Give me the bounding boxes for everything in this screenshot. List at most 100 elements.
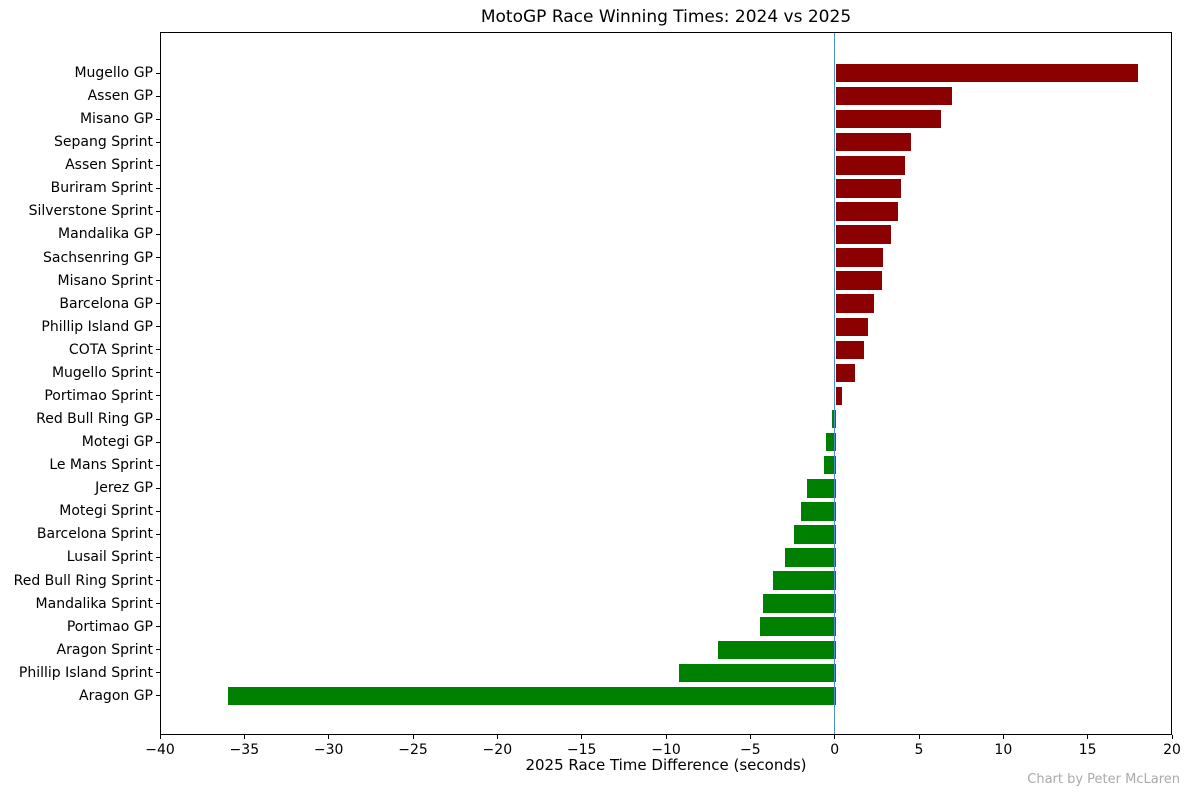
y-tick-mark (156, 418, 160, 420)
bar-sachsenring-gp (835, 248, 883, 267)
x-tick-label: 0 (830, 742, 840, 758)
x-tick-label: 15 (1078, 742, 1097, 758)
bar-barcelona-gp (835, 294, 875, 313)
y-tick-label: Phillip Island Sprint (18, 664, 153, 681)
x-tick-label: 5 (914, 742, 924, 758)
y-tick-mark (156, 580, 160, 582)
y-tick-mark (156, 372, 160, 374)
y-tick-label: Mandalika GP (58, 226, 153, 243)
x-tick-mark (665, 735, 667, 739)
y-tick-label: Sachsenring GP (43, 249, 153, 266)
x-tick-label: −35 (229, 742, 260, 758)
y-tick-label: COTA Sprint (68, 341, 153, 358)
y-tick-label: Misano Sprint (57, 272, 153, 289)
bar-buriram-sprint (835, 179, 901, 198)
x-tick-mark (834, 735, 836, 739)
y-tick-mark (156, 510, 160, 512)
y-tick-label: Buriram Sprint (50, 180, 153, 197)
y-tick-label: Sepang Sprint (54, 134, 153, 151)
y-tick-mark (156, 233, 160, 235)
y-tick-mark (156, 118, 160, 120)
y-tick-mark (156, 187, 160, 189)
y-tick-mark (156, 464, 160, 466)
bar-mugello-gp (835, 63, 1138, 83)
y-tick-label: Silverstone Sprint (28, 203, 153, 220)
x-tick-mark (328, 735, 330, 739)
bar-phillip-island-sprint (678, 663, 836, 683)
bar-red-bull-ring-sprint (773, 571, 836, 590)
y-tick-mark (156, 280, 160, 282)
y-tick-label: Phillip Island GP (41, 318, 153, 335)
y-tick-label: Mugello Sprint (51, 364, 153, 381)
x-tick-mark (243, 735, 245, 739)
bar-misano-gp (835, 109, 942, 129)
bar-le-mans-sprint (823, 455, 836, 475)
y-tick-label: Barcelona GP (59, 295, 153, 312)
bar-motegi-gp (825, 432, 836, 452)
y-tick-mark (156, 326, 160, 328)
bar-aragon-sprint (717, 640, 836, 659)
y-tick-label: Lusail Sprint (66, 549, 153, 566)
bar-jerez-gp (806, 479, 836, 498)
x-tick-mark (1087, 735, 1089, 739)
y-tick-mark (156, 487, 160, 489)
x-tick-label: −15 (566, 742, 597, 758)
bar-portimao-sprint (835, 386, 843, 406)
y-tick-label: Assen GP (87, 88, 153, 105)
x-tick-label: −25 (398, 742, 428, 758)
y-tick-label: Misano GP (79, 111, 153, 128)
x-tick-mark (1002, 735, 1004, 739)
y-tick-label: Aragon GP (79, 687, 153, 704)
bar-silverstone-sprint (835, 202, 899, 221)
x-tick-mark (159, 735, 161, 739)
x-tick-label: −40 (145, 742, 175, 758)
y-tick-mark (156, 556, 160, 558)
x-tick-mark (496, 735, 498, 739)
y-tick-mark (156, 257, 160, 259)
y-tick-label: Jerez GP (95, 480, 153, 497)
y-tick-label: Aragon Sprint (56, 641, 153, 658)
y-tick-mark (156, 72, 160, 74)
y-tick-label: Motegi Sprint (59, 503, 153, 520)
y-tick-mark (156, 395, 160, 397)
bar-mandalika-gp (835, 225, 892, 244)
watermark-credit: Chart by Peter McLaren (1027, 772, 1180, 787)
bar-portimao-gp (759, 617, 836, 636)
y-tick-label: Motegi GP (81, 434, 153, 451)
x-tick-mark (1171, 735, 1173, 739)
x-tick-label: −20 (482, 742, 513, 758)
bar-sepang-sprint (835, 132, 911, 152)
y-tick-mark (156, 164, 160, 166)
bar-mugello-sprint (835, 363, 856, 383)
x-axis-title: 2025 Race Time Difference (seconds) (525, 756, 807, 774)
bar-assen-sprint (835, 156, 905, 175)
y-tick-label: Mandalika Sprint (35, 595, 153, 612)
bar-motegi-sprint (801, 502, 836, 521)
y-tick-label: Portimao Sprint (44, 387, 153, 404)
y-tick-label: Barcelona Sprint (36, 526, 153, 543)
y-tick-mark (156, 95, 160, 97)
x-tick-label: −30 (313, 742, 344, 758)
y-tick-mark (156, 626, 160, 628)
y-tick-label: Le Mans Sprint (49, 457, 153, 474)
chart-title: MotoGP Race Winning Times: 2024 vs 2025 (480, 7, 852, 27)
y-tick-label: Red Bull Ring GP (36, 411, 153, 428)
x-tick-label: −10 (651, 742, 681, 758)
y-tick-mark (156, 141, 160, 143)
bar-barcelona-sprint (793, 525, 836, 544)
y-tick-label: Red Bull Ring Sprint (13, 572, 153, 589)
zero-reference-line (833, 33, 836, 734)
y-tick-label: Mugello GP (74, 65, 153, 81)
y-tick-mark (156, 672, 160, 674)
y-tick-mark (156, 303, 160, 305)
x-tick-mark (749, 735, 751, 739)
bar-phillip-island-gp (835, 317, 868, 337)
y-tick-mark (156, 441, 160, 443)
x-tick-label: −5 (740, 742, 761, 758)
y-tick-mark (156, 349, 160, 351)
bar-lusail-sprint (785, 548, 836, 567)
bar-misano-sprint (835, 271, 883, 290)
y-tick-mark (156, 533, 160, 535)
bar-mandalika-sprint (763, 594, 836, 613)
